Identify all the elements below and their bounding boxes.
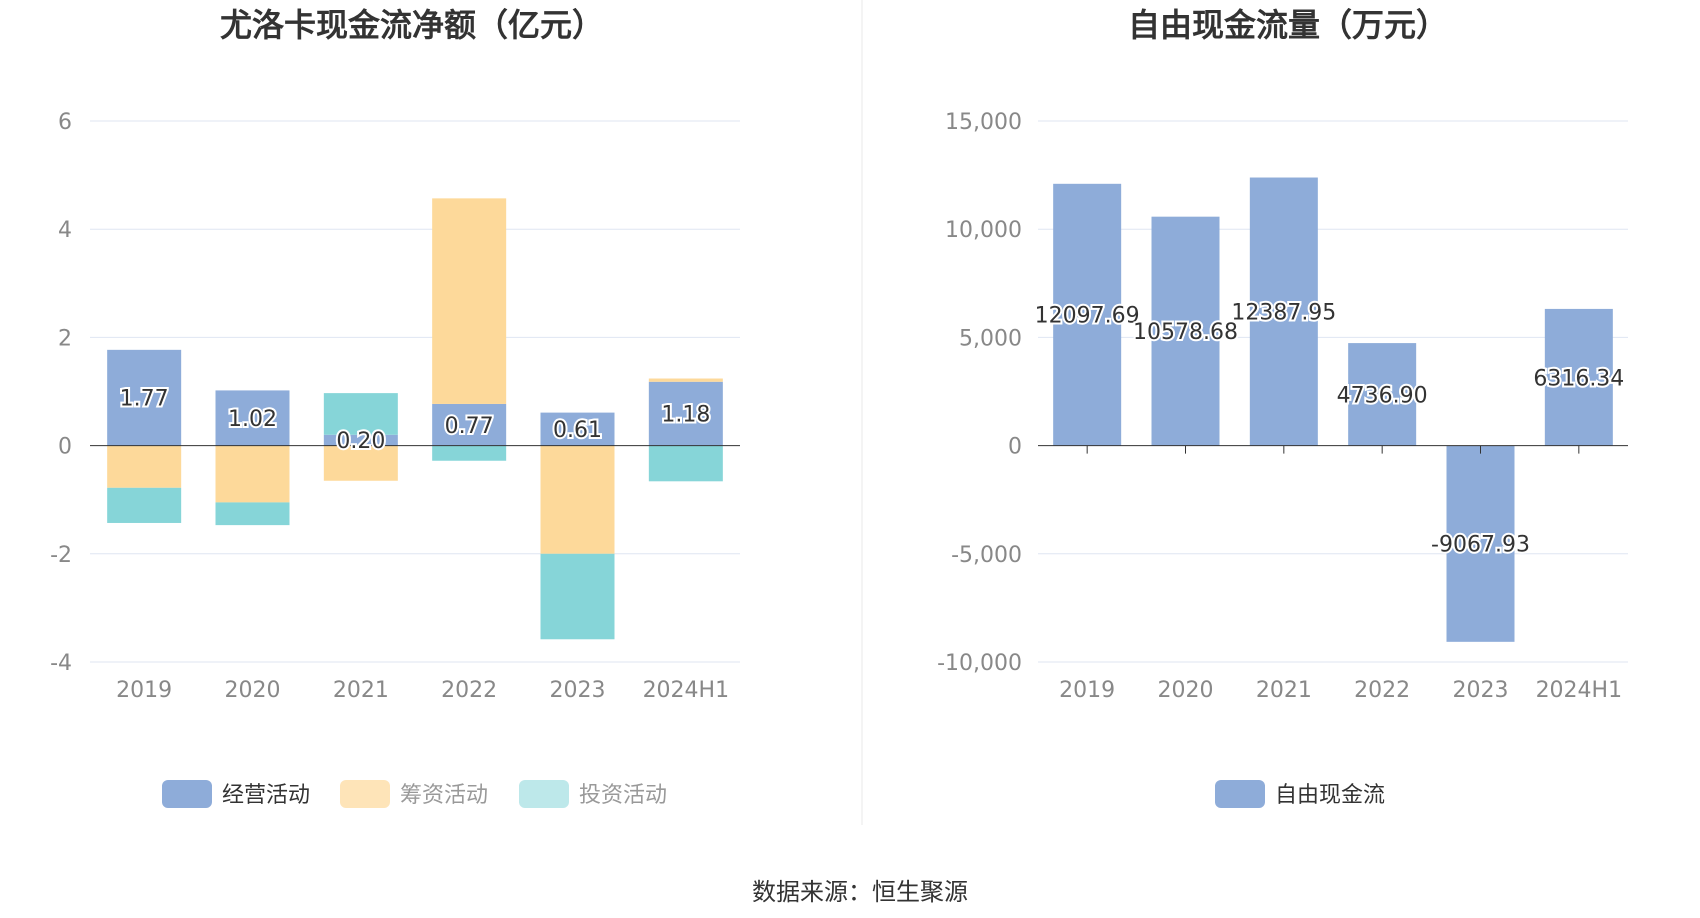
y-tick-label: 10,000 — [945, 218, 1022, 243]
x-tick-label: 2019 — [1059, 678, 1115, 703]
legend-label: 自由现金流 — [1275, 783, 1385, 808]
source-note: 数据来源：恒生聚源 — [752, 878, 968, 906]
y-tick-label: -2 — [50, 543, 72, 568]
fcf-y-axis: 15,000 10,000 5,000 0 -5,000 -10,000 — [937, 110, 1022, 676]
investing-bar — [540, 553, 615, 640]
legend-swatch — [340, 780, 390, 808]
operating-value-label: 1.18 — [661, 403, 710, 428]
fcf-value-label: 12387.95 — [1231, 301, 1336, 326]
fcf-bar — [1249, 177, 1318, 446]
fcf-bar — [1053, 183, 1122, 446]
legend-label: 筹资活动 — [400, 783, 488, 808]
fcf-x-axis: 2019 2020 2021 2022 2023 2024H1 — [1059, 678, 1622, 703]
fcf-legend[interactable]: 自由现金流 — [1215, 780, 1385, 808]
fcf-value-label: 10578.68 — [1133, 320, 1238, 345]
financing-bar — [432, 198, 507, 404]
operating-bar — [648, 381, 723, 446]
fcf-value-label: -9067.93 — [1431, 533, 1530, 558]
fcf-chart-title: 自由现金流量（万元） — [1128, 6, 1448, 44]
fcf-bar — [1446, 445, 1515, 642]
x-tick-label: 2020 — [225, 678, 281, 703]
investing-bar — [432, 445, 507, 461]
y-tick-label: 0 — [58, 435, 72, 460]
investing-bar — [215, 502, 290, 526]
fcf-x-ticks — [1086, 445, 1580, 454]
x-tick-label: 2023 — [1453, 678, 1509, 703]
fcf-bar — [1151, 216, 1220, 446]
financing-bar — [323, 445, 398, 481]
operating-bar — [540, 412, 615, 446]
financing-bar — [540, 445, 615, 554]
x-tick-label: 2022 — [441, 678, 497, 703]
x-tick-label: 2021 — [1256, 678, 1312, 703]
operating-bar — [215, 390, 290, 446]
y-tick-label: 0 — [1008, 435, 1022, 460]
operating-value-label: 0.77 — [445, 414, 494, 439]
fcf-bars — [1053, 177, 1613, 642]
cashflow-bars — [107, 198, 723, 640]
x-tick-label: 2022 — [1354, 678, 1410, 703]
x-tick-label: 2023 — [550, 678, 606, 703]
y-tick-label: 4 — [58, 218, 72, 243]
fcf-bar — [1348, 343, 1417, 446]
x-tick-label: 2020 — [1158, 678, 1214, 703]
operating-bar — [432, 403, 507, 446]
y-tick-label: 15,000 — [945, 110, 1022, 135]
x-tick-label: 2021 — [333, 678, 389, 703]
y-tick-label: 5,000 — [959, 326, 1022, 351]
y-tick-label: -5,000 — [951, 543, 1022, 568]
operating-value-label: 1.77 — [120, 387, 169, 412]
x-tick-label: 2019 — [116, 678, 172, 703]
legend-label: 经营活动 — [222, 783, 310, 808]
legend-swatch — [1215, 780, 1265, 808]
operating-bar — [323, 434, 398, 446]
x-tick-label: 2024H1 — [643, 678, 730, 703]
operating-value-label: 0.61 — [553, 418, 602, 443]
fcf-value-label: 4736.90 — [1337, 383, 1428, 408]
legend-swatch — [162, 780, 212, 808]
x-tick-label: 2024H1 — [1536, 678, 1623, 703]
fcf-grid — [1038, 120, 1628, 663]
cashflow-legend[interactable]: 经营活动 筹资活动 投资活动 — [162, 780, 667, 808]
operating-value-label: 0.20 — [336, 429, 385, 454]
y-tick-label: 6 — [58, 110, 72, 135]
fcf-bar — [1544, 308, 1613, 446]
cashflow-chart-title: 尤洛卡现金流净额（亿元） — [220, 6, 604, 44]
y-tick-label: 2 — [58, 326, 72, 351]
cashflow-chart: 尤洛卡现金流净额（亿元） 6 4 2 0 -2 -4 1.77 1.02 0.20 0.77 0.… — [50, 6, 740, 808]
fcf-value-label: 12097.69 — [1035, 304, 1140, 329]
financing-bar — [215, 445, 290, 503]
cashflow-y-axis: 6 4 2 0 -2 -4 — [50, 110, 72, 676]
fcf-value-label: 6316.34 — [1533, 366, 1624, 391]
investing-bar — [323, 393, 398, 435]
y-tick-label: -10,000 — [937, 651, 1022, 676]
legend-label: 投资活动 — [579, 783, 667, 808]
investing-bar — [107, 487, 182, 523]
cashflow-grid — [90, 120, 740, 663]
cashflow-data-labels: 1.77 1.02 0.20 0.77 0.61 1.18 — [118, 385, 713, 456]
investing-bar — [648, 445, 723, 482]
financing-bar — [107, 445, 182, 488]
cashflow-x-axis: 2019 2020 2021 2022 2023 2024H1 — [116, 678, 729, 703]
operating-value-label: 1.02 — [228, 407, 277, 432]
legend-swatch — [519, 780, 569, 808]
fcf-chart: 自由现金流量（万元） 15,000 10,000 5,000 0 -5,000 -10,0… — [937, 6, 1628, 808]
y-tick-label: -4 — [50, 651, 72, 676]
financing-bar — [648, 378, 723, 382]
operating-bar — [107, 349, 182, 446]
